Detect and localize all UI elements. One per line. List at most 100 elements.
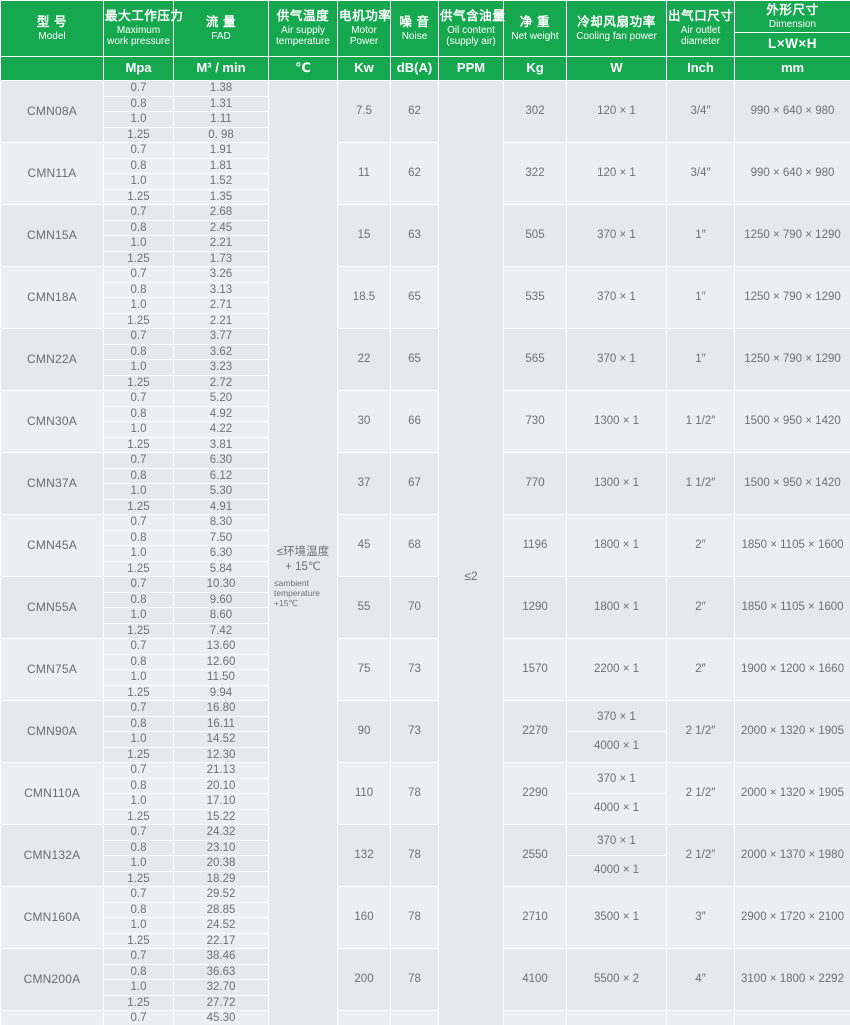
- table-header: 型 号 Model 最大工作压力 Maximum work pressure 流…: [0, 0, 850, 81]
- cell-fad: 0. 98: [173, 126, 269, 143]
- cell-model: CMN132A: [0, 824, 104, 887]
- unit-pressure: Mpa: [103, 56, 174, 81]
- cell-fad: 28.85: [173, 901, 269, 918]
- cell-cooling-fan-power: 120 × 1: [566, 80, 667, 143]
- cell-dimension: 2900 × 1720 × 2100: [734, 886, 850, 949]
- table-row: 0.8 12.60: [1, 653, 850, 670]
- cell-dimension: 3100 × 1800 × 2292: [734, 948, 850, 1011]
- cell-model: CMN110A: [0, 762, 104, 825]
- cell-cooling-fan-power: 1800 × 1: [566, 576, 667, 639]
- cell-fad: 21.13: [173, 762, 269, 779]
- cell-net-weight: 2270: [503, 700, 567, 763]
- cell-fad: 1.35: [173, 188, 269, 205]
- col-header-air-outlet-en: Air outlet diameter: [680, 24, 721, 48]
- cell-air-outlet-diameter: 2″: [666, 576, 735, 639]
- cell-cooling-fan-power: 5500 × 2: [566, 1010, 667, 1025]
- cell-dimension: 1250 × 790 × 1290: [734, 204, 850, 267]
- cell-air-outlet-diameter: 3/4″: [666, 142, 735, 205]
- cell-dimension: 2000 × 1370 × 1980: [734, 824, 850, 887]
- cell-fad: 1.11: [173, 111, 269, 128]
- cell-fad: 9.60: [173, 591, 269, 608]
- cell-noise: 65: [390, 328, 439, 391]
- cell-noise: 78: [390, 948, 439, 1011]
- col-header-fad-en: FAD: [211, 30, 231, 42]
- col-header-dimension: 外形尺寸 Dimension: [734, 0, 850, 34]
- cell-motor-power: 15: [337, 204, 391, 267]
- cell-fad: 29.52: [173, 886, 269, 903]
- cell-pressure: 1.0: [103, 855, 174, 872]
- table-row: 1.25 22.17: [1, 932, 850, 949]
- table-body: CMN08A 0.7 1.38 ≤环境温度 + 15℃ ≤ambient tempera…: [0, 80, 850, 1025]
- cell-net-weight: 2290: [503, 762, 567, 825]
- cell-model: CMN160A: [0, 886, 104, 949]
- cell-pressure: 0.8: [103, 157, 174, 174]
- cell-dimension: 1500 × 950 × 1420: [734, 452, 850, 515]
- table-row: CMN22A 0.7 3.77 22 65 565 370 × 1 1″ 1250 × 790 …: [0, 328, 850, 391]
- cell-net-weight: 2710: [503, 886, 567, 949]
- cell-net-weight: 770: [503, 452, 567, 515]
- cell-pressure: 1.25: [103, 870, 174, 887]
- cell-pressure: 1.0: [103, 731, 174, 748]
- table-row: 0.8 3.13: [1, 281, 850, 298]
- cell-pressure: 0.8: [103, 95, 174, 112]
- cell-motor-power: 22: [337, 328, 391, 391]
- cell-pressure: 1.25: [103, 188, 174, 205]
- cell-fad: 1.52: [173, 173, 269, 190]
- col-header-model-cn: 型 号: [36, 14, 68, 29]
- cell-fad: 1.91: [173, 142, 269, 159]
- col-header-dimension-en: Dimension: [768, 18, 817, 30]
- cell-net-weight: 565: [503, 328, 567, 391]
- cell-pressure: 0.7: [103, 390, 174, 407]
- cell-motor-power: 18.5: [337, 266, 391, 329]
- cell-pressure: 0.7: [103, 328, 174, 345]
- cell-pressure: 0.8: [103, 343, 174, 360]
- col-header-oil-content-cn: 供气含油量: [440, 9, 506, 24]
- cell-pressure: 1.0: [103, 421, 174, 438]
- col-header-noise: 噪 音 Noise: [390, 0, 439, 58]
- cell-pressure: 0.7: [103, 452, 174, 469]
- cell-air-outlet-diameter: 1″: [666, 328, 735, 391]
- col-header-net-weight-en: Net weight: [511, 30, 559, 42]
- table-row: 1.0 24.52: [1, 917, 850, 934]
- header-row-titles: 型 号 Model 最大工作压力 Maximum work pressure 流…: [0, 0, 850, 58]
- cell-noise: 70: [390, 576, 439, 639]
- table-row: CMN110A 0.7 21.13 110 78 2290 370 × 1 4000 × 1 2…: [0, 762, 850, 825]
- cell-net-weight: 730: [503, 390, 567, 453]
- cell-fad: 13.60: [173, 638, 269, 655]
- cell-fad: 7.42: [173, 622, 269, 639]
- table-row: 1.25 1.73: [1, 250, 850, 267]
- cell-dimension: 1900 × 1200 × 1660: [734, 638, 850, 701]
- table-row: 0.8 20.10: [1, 777, 850, 794]
- cell-fad: 38.46: [173, 948, 269, 965]
- cell-pressure: 1.0: [103, 297, 174, 314]
- cell-pressure: 0.8: [103, 529, 174, 546]
- cell-motor-power: 55: [337, 576, 391, 639]
- cell-cooling-fan-power: 120 × 1: [566, 142, 667, 205]
- cell-pressure: 0.7: [103, 638, 174, 655]
- table-row: 1.25 3.81: [1, 436, 850, 453]
- cooling-fan-value-secondary: 4000 × 1: [593, 801, 640, 814]
- unit-dimension: mm: [734, 56, 850, 81]
- cell-pressure: 1.25: [103, 498, 174, 515]
- unit-net-weight: Kg: [503, 56, 567, 81]
- col-header-fad-cn: 流 量: [205, 14, 237, 29]
- col-header-motor-power-cn: 电机功率: [339, 9, 392, 24]
- table-row: 0.8 6.12: [1, 467, 850, 484]
- cooling-fan-value-primary: 370 × 1: [567, 765, 666, 794]
- unit-air-temp: ℃: [268, 56, 338, 81]
- col-header-air-temp: 供气温度 Air supply temperature: [268, 0, 338, 58]
- cell-dimension: 990 × 640 × 980: [734, 142, 850, 205]
- table-row: 1.25 27.72: [1, 994, 850, 1011]
- cell-model: CMN90A: [0, 700, 104, 763]
- cell-fad: 27.72: [173, 994, 269, 1011]
- cell-air-outlet-diameter: 2 1/2″: [666, 824, 735, 887]
- table-row: CMN18A 0.7 3.26 18.5 65 535 370 × 1 1″ 1250 × 79…: [0, 266, 850, 329]
- table-row: CMN90A 0.7 16.80 90 73 2270 370 × 1 4000 × 1 2 1…: [0, 700, 850, 763]
- cell-air-outlet-diameter: 2″: [666, 514, 735, 577]
- cell-net-weight: 1570: [503, 638, 567, 701]
- cell-motor-power: 30: [337, 390, 391, 453]
- cell-dimension: 2000 × 1320 × 1905: [734, 700, 850, 763]
- table-row: 0.8 9.60: [1, 591, 850, 608]
